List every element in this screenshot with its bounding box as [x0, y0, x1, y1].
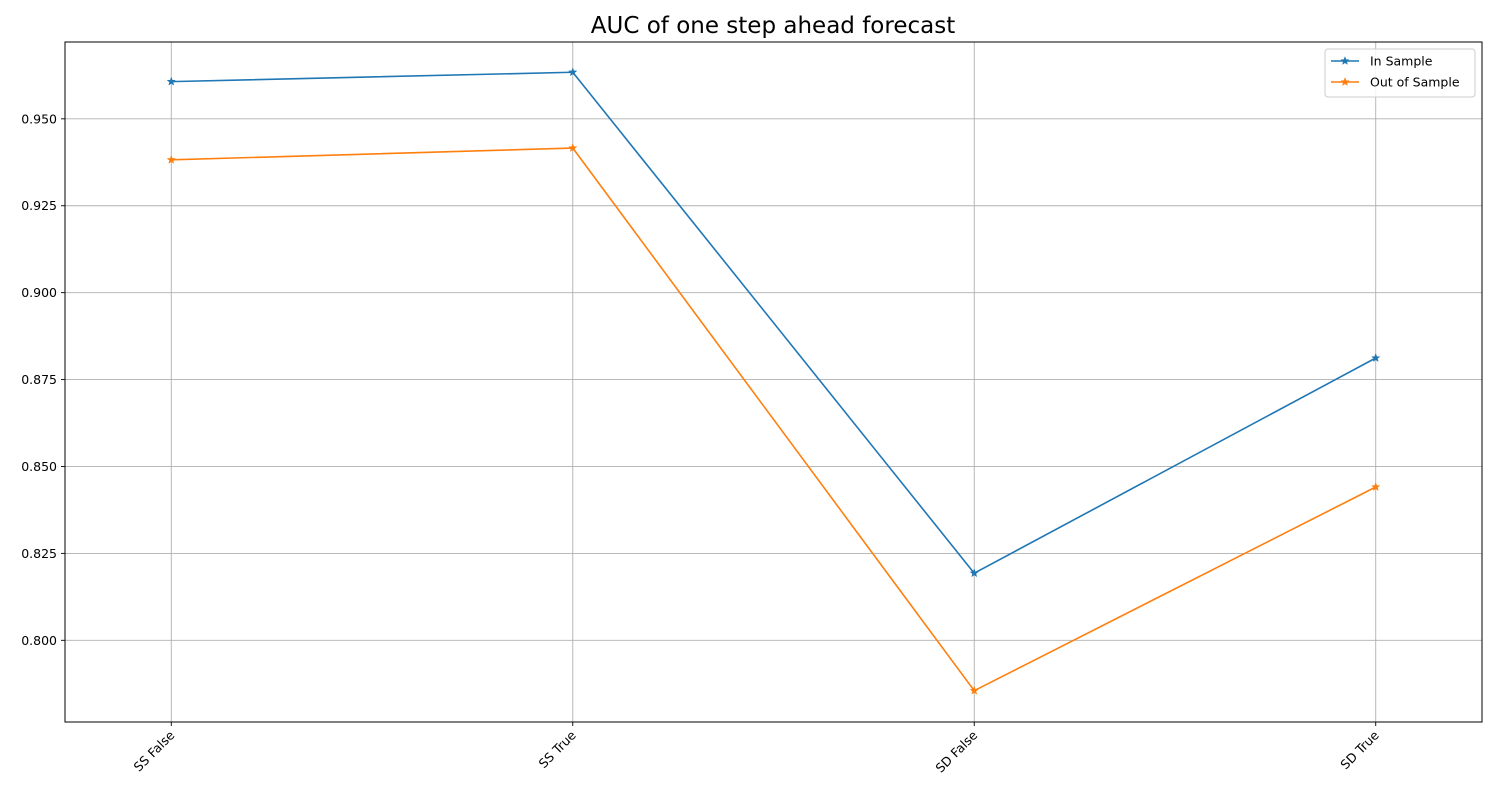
- data-point: [166, 76, 176, 86]
- y-tick-label: 0.800: [21, 633, 57, 648]
- data-point: [969, 685, 979, 695]
- y-tick-label: 0.950: [21, 111, 57, 126]
- x-tick-label: SD False: [932, 727, 980, 775]
- plot-frame: [64, 41, 1483, 723]
- y-tick-label: 0.925: [21, 198, 57, 213]
- legend-label: Out of Sample: [1370, 75, 1460, 90]
- legend-box: [1324, 48, 1476, 98]
- legend-label: In Sample: [1370, 54, 1433, 69]
- series-1: [166, 143, 1381, 695]
- x-tick-label: SD True: [1337, 727, 1382, 772]
- data-point: [1371, 482, 1381, 491]
- data-point: [969, 568, 979, 578]
- chart-title: AUC of one step ahead forecast: [591, 13, 955, 39]
- data-point: [166, 154, 176, 164]
- legend-entry: In Sample: [1331, 54, 1433, 69]
- y-tick-label: 0.875: [21, 372, 57, 387]
- y-tick-label: 0.900: [21, 285, 57, 300]
- x-tick-label: SS False: [131, 727, 178, 774]
- x-tick-label: SS True: [535, 727, 579, 771]
- data-point: [568, 143, 578, 153]
- data-point: [1371, 353, 1381, 362]
- grid: [65, 42, 1482, 722]
- y-tick-label: 0.825: [21, 546, 57, 561]
- legend-swatch-marker: [1340, 56, 1350, 65]
- series-0: [166, 67, 1381, 578]
- series-layer: [166, 67, 1381, 695]
- legend: In Sample Out of Sample: [1324, 48, 1476, 98]
- legend-swatch-marker: [1340, 77, 1350, 86]
- legend-entry: Out of Sample: [1331, 75, 1460, 90]
- series-line: [171, 147, 1377, 692]
- series-line: [171, 71, 1377, 575]
- data-point: [568, 67, 578, 77]
- axes: 0.800 0.825 0.850 0.875 0.900 0.925 0.950 SS Fa…: [21, 41, 1483, 776]
- y-tick-label: 0.850: [21, 459, 57, 474]
